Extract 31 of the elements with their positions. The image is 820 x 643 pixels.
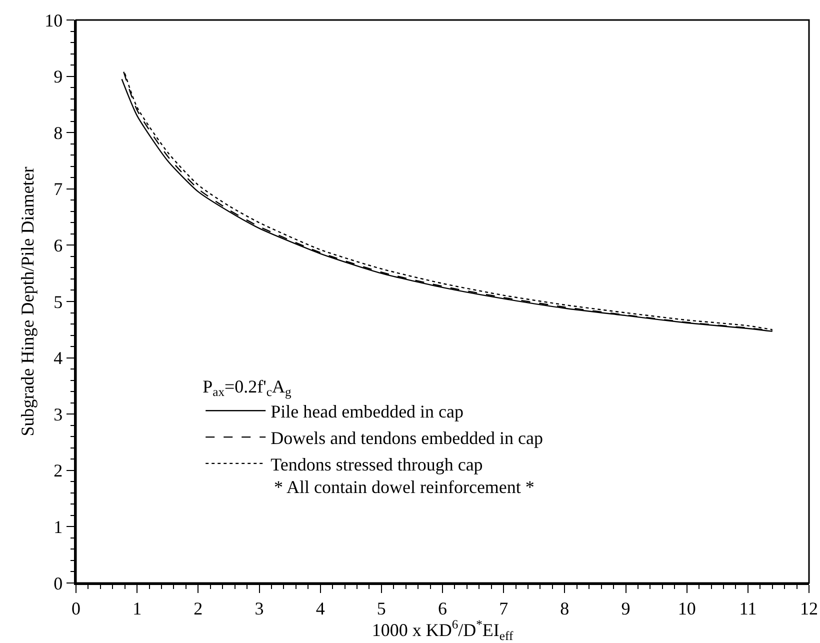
- legend-label: Pile head embedded in cap: [270, 402, 464, 422]
- annotation: * All contain dowel reinforcement *: [274, 477, 534, 497]
- y-tick-label: 3: [54, 404, 63, 424]
- y-tick-label: 9: [54, 66, 63, 87]
- y-tick-label: 5: [54, 292, 63, 312]
- x-tick-label: 1: [132, 598, 142, 618]
- legend-label: Dowels and tendons embedded in cap: [270, 428, 544, 448]
- x-tick-label: 12: [800, 598, 818, 618]
- x-tick-label: 2: [194, 598, 203, 618]
- y-tick-label: 0: [54, 573, 63, 594]
- y-tick-label: 6: [54, 236, 63, 256]
- legend-label: Tendons stressed through cap: [270, 454, 483, 474]
- y-tick-label: 10: [44, 10, 63, 30]
- x-tick-label: 0: [72, 598, 80, 618]
- x-tick-label: 10: [678, 598, 696, 618]
- legend-title: P$_{ax}$=0.2f'$_{c}$A$_{g}$: [202, 376, 292, 400]
- x-tick-label: 3: [254, 598, 264, 618]
- x-tick-label: 11: [739, 598, 757, 618]
- y-axis-title: Subgrade Hinge Depth/Pile Diameter: [17, 166, 38, 436]
- y-tick-label: 8: [54, 122, 63, 143]
- x-axis-title: 1000 x KD$^{6}$/D$^{*}$EI$_{eff}$: [372, 618, 514, 643]
- y-tick-label: 7: [54, 179, 63, 200]
- y-tick-label: 4: [54, 348, 63, 368]
- x-tick-label: 8: [560, 598, 570, 618]
- x-tick-label: 7: [499, 598, 508, 618]
- y-tick-label: 2: [54, 460, 63, 481]
- x-tick-label: 4: [316, 598, 325, 618]
- x-tick-label: 9: [621, 598, 630, 618]
- y-tick-label: 1: [54, 517, 63, 537]
- x-tick-label: 6: [438, 598, 447, 618]
- x-tick-label: 5: [376, 598, 386, 618]
